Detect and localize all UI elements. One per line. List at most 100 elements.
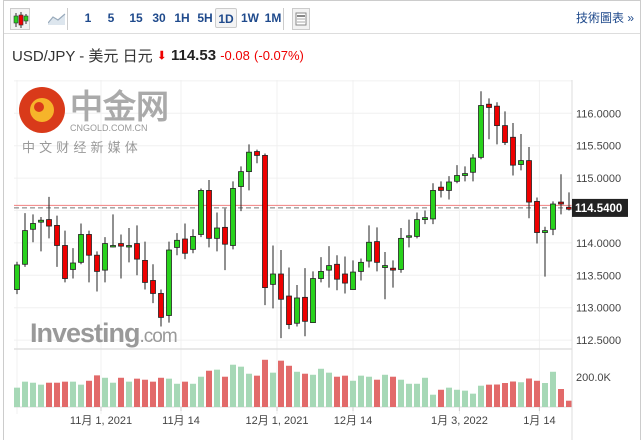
- candle-body: [518, 160, 524, 165]
- volume-bar: [350, 380, 356, 407]
- interval-5[interactable]: 5: [107, 11, 115, 25]
- candle-body: [54, 225, 60, 246]
- toolbar-divider: [283, 8, 284, 30]
- candle-body: [126, 245, 132, 248]
- volume-bar: [270, 372, 276, 407]
- candle-body: [318, 271, 324, 279]
- volume-bar: [486, 384, 492, 407]
- current-price-label: 114.5400: [575, 203, 622, 215]
- cngold-overlay-logo: 中金网 CNGOLD.COM.CN 中 文 财 经 新 媒 体: [19, 87, 169, 156]
- y-tick-label: 114.0000: [576, 238, 621, 250]
- interval-30[interactable]: 30: [152, 11, 166, 25]
- volume-bar: [262, 359, 268, 407]
- candle-body: [222, 226, 228, 245]
- volume-bar: [478, 385, 484, 407]
- candle-body: [22, 230, 28, 265]
- interval-1d[interactable]: 1D: [215, 8, 237, 28]
- candle-body: [382, 265, 388, 268]
- volume-bar: [54, 382, 60, 407]
- volume-bar: [510, 381, 516, 407]
- x-tick-label: 11月 14: [162, 415, 200, 427]
- candle-body: [262, 155, 268, 289]
- candle-body: [454, 175, 460, 182]
- chart-widget: [3, 0, 641, 440]
- chart-toolbar: 1 5 15 30 1H 5H 1D 1W 1M 技術圖表 »: [4, 1, 640, 34]
- interval-5h[interactable]: 5H: [197, 11, 213, 25]
- volume-bar: [150, 381, 156, 407]
- candle-body: [406, 235, 412, 238]
- volume-bar: [102, 377, 108, 407]
- volume-bar: [286, 365, 292, 407]
- interval-1h[interactable]: 1H: [174, 11, 190, 25]
- y-tick-label: 115.5000: [576, 141, 621, 153]
- candle-body: [478, 105, 484, 158]
- candle-body: [430, 190, 436, 220]
- interval-15[interactable]: 15: [129, 11, 143, 25]
- last-price: 114.53: [170, 47, 217, 64]
- candle-body: [558, 201, 564, 205]
- technical-chart-link[interactable]: 技術圖表 »: [575, 11, 634, 25]
- candle-body: [462, 173, 468, 176]
- volume-bar: [198, 376, 204, 407]
- toolbar-divider: [67, 8, 68, 30]
- interval-1w[interactable]: 1W: [241, 11, 259, 25]
- volume-bar: [326, 372, 332, 407]
- candle-body: [134, 243, 140, 260]
- candle-body: [182, 238, 188, 254]
- volume-bar: [166, 378, 172, 407]
- candle-body: [78, 234, 84, 263]
- candle-body: [302, 296, 308, 322]
- candle-body: [550, 203, 556, 230]
- volume-bar: [534, 380, 540, 407]
- candle-body: [270, 273, 276, 285]
- volume-bar: [214, 369, 220, 407]
- candle-body: [422, 217, 428, 220]
- candle-body: [566, 206, 572, 210]
- candle-body: [334, 263, 340, 280]
- interval-1[interactable]: 1: [84, 11, 92, 25]
- volume-bar: [46, 382, 52, 407]
- x-tick-label: 1月 3, 2022: [431, 415, 488, 427]
- candle-body: [158, 293, 164, 318]
- svg-text:CNGOLD.COM.CN: CNGOLD.COM.CN: [70, 123, 148, 133]
- volume-bar: [14, 387, 20, 407]
- volume-bar: [342, 375, 348, 407]
- volume-bar: [518, 382, 524, 407]
- volume-bar: [62, 381, 68, 407]
- candle-body: [542, 230, 548, 233]
- candle-body: [14, 264, 20, 290]
- volume-bar: [118, 377, 124, 407]
- layout-icon[interactable]: [292, 8, 310, 30]
- candle-body: [534, 201, 540, 233]
- volume-bar: [374, 379, 380, 407]
- candle-body: [70, 262, 76, 270]
- interval-1m[interactable]: 1M: [264, 11, 282, 25]
- candlestick-icon[interactable]: [10, 8, 30, 30]
- volume-bar: [542, 383, 548, 407]
- candle-body: [110, 245, 116, 248]
- volume-bar: [382, 374, 388, 407]
- candle-body: [174, 239, 180, 248]
- candle-body: [446, 181, 452, 191]
- candle-body: [438, 186, 444, 191]
- candle-body: [62, 245, 68, 279]
- candle-body: [470, 157, 476, 173]
- candle-body: [398, 237, 404, 270]
- volume-bar: [366, 376, 372, 407]
- candle-body: [310, 278, 316, 324]
- volume-bar: [302, 373, 308, 407]
- x-tick-label: 1月 14: [523, 415, 555, 427]
- y-tick-label: 115.0000: [576, 173, 621, 185]
- candle-body: [526, 160, 532, 203]
- volume-bar: [358, 375, 364, 407]
- volume-bar: [70, 381, 76, 407]
- volume-bar: [422, 377, 428, 407]
- area-chart-icon[interactable]: [48, 11, 66, 25]
- volume-bar: [190, 383, 196, 407]
- volume-bar: [318, 368, 324, 407]
- volume-bar: [94, 375, 100, 407]
- candle-body: [46, 219, 52, 227]
- volume-bar: [406, 383, 412, 407]
- symbol-title: USD/JPY - 美元 日元: [12, 48, 153, 65]
